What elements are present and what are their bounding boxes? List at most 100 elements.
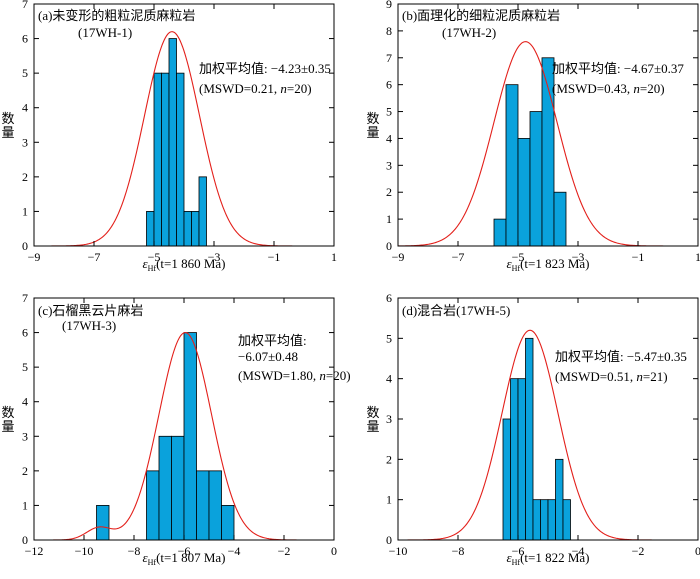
y-tick-label: 5: [386, 331, 392, 345]
panel-title: (a)未变形的粗粒泥质麻粒岩: [38, 8, 195, 23]
weighted-mean-annotation: (MSWD=0.51, n=21): [555, 369, 668, 384]
histogram-bar: [553, 191, 567, 247]
x-axis-label: εHf(t=1 823 Ma): [506, 256, 589, 273]
probability-density-curve: [34, 332, 297, 541]
sample-id: (17WH-2): [442, 25, 496, 40]
probability-density-curve: [398, 329, 668, 541]
histogram-bar: [171, 435, 185, 541]
histogram-bar: [505, 84, 519, 247]
y-tick-label: 6: [22, 326, 28, 340]
y-axis-label: 数量: [366, 405, 379, 434]
chart-panel-4: −10 −8 −6 −4 −2 0 0 1 2 3 4 5 6 数量 εHf(t=1 822 Ma) (d)混…: [366, 291, 700, 567]
histogram-bar: [221, 505, 235, 541]
x-tick-label: −4: [572, 544, 585, 558]
weighted-mean-annotation: 加权平均值: −5.47±0.35: [555, 349, 687, 364]
weighted-mean-annotation: (MSWD=0.21, n=20): [199, 81, 312, 96]
y-tick-label: 3: [386, 412, 392, 426]
y-tick-label: 0: [22, 239, 28, 253]
x-tick-label: 0: [695, 544, 700, 558]
y-axis-label: 数量: [1, 111, 14, 140]
x-tick-label: −9: [28, 250, 41, 264]
y-tick-label: 4: [22, 101, 28, 115]
weighted-mean-annotation: 加权平均值: −4.67±0.37: [552, 61, 684, 76]
x-tick-label: 0: [331, 544, 337, 558]
x-tick-label: −4: [228, 544, 241, 558]
weighted-mean-annotation: (MSWD=1.80, n=20): [238, 368, 351, 383]
x-axis-label: εHf(t=1 807 Ma): [142, 550, 225, 567]
plot-frame: [397, 3, 699, 247]
y-tick-label: 7: [22, 291, 28, 305]
histogram-bar: [96, 505, 110, 541]
histogram-bar: [517, 138, 531, 247]
y-tick-label: 6: [386, 78, 392, 92]
x-tick-label: −8: [128, 544, 141, 558]
x-tick-label: −2: [632, 544, 645, 558]
x-tick-label: −7: [88, 250, 101, 264]
histogram-bar: [146, 211, 155, 247]
x-tick-label: −1: [268, 250, 281, 264]
histogram-bar: [555, 458, 564, 541]
x-tick-label: 1: [695, 250, 700, 264]
histogram-bar: [208, 470, 222, 541]
y-tick-label: 4: [386, 372, 392, 386]
x-axis-label: εHf(t=1 860 Ma): [142, 256, 225, 273]
histogram-bar: [517, 378, 526, 541]
y-tick-label: 7: [386, 51, 392, 65]
histogram-bar: [153, 72, 162, 247]
y-tick-label: 5: [386, 105, 392, 119]
weighted-mean-annotation: 加权平均值:: [238, 333, 307, 348]
x-tick-label: −1: [632, 250, 645, 264]
histogram-bar: [540, 499, 549, 541]
x-tick-label: −10: [389, 544, 408, 558]
histogram-bar: [158, 435, 172, 541]
histogram-bar: [196, 470, 210, 541]
x-tick-label: −3: [208, 250, 221, 264]
x-tick-label: −6: [178, 544, 191, 558]
y-axis-label: 数量: [1, 405, 14, 434]
chart-panel-3: −12 −10 −8 −6 −4 −2 0 0 1 2 3 4 5 6 7 数量 εHf(t=1 807 Ma)…: [1, 291, 350, 567]
x-tick-label: −5: [512, 250, 525, 264]
x-tick-label: −9: [392, 250, 405, 264]
x-tick-label: −6: [512, 544, 525, 558]
y-tick-label: 4: [386, 131, 392, 145]
chart-panel-1: −9 −7 −5 −3 −1 1 0 1 2 3 4 5 6 7 数量 εHf(t=1 860 Ma) (a)未…: [1, 0, 337, 273]
histogram-bar: [198, 176, 207, 247]
y-tick-label: 3: [22, 429, 28, 443]
x-tick-label: −5: [148, 250, 161, 264]
y-tick-label: 1: [386, 493, 392, 507]
x-tick-label: −8: [452, 544, 465, 558]
histogram-bar: [168, 38, 177, 247]
x-tick-label: −12: [25, 544, 44, 558]
x-tick-label: −7: [452, 250, 465, 264]
weighted-mean-annotation: −6.07±0.48: [238, 349, 298, 364]
histogram-bar: [525, 337, 534, 541]
sample-id: (17WH-3): [62, 318, 116, 333]
y-tick-label: 1: [22, 204, 28, 218]
y-tick-label: 7: [22, 0, 28, 11]
panel-title: (c)石榴黑云片麻岩: [38, 303, 143, 318]
x-tick-label: −10: [75, 544, 94, 558]
y-tick-label: 3: [22, 135, 28, 149]
weighted-mean-annotation: (MSWD=0.43, n=20): [552, 81, 665, 96]
y-tick-label: 5: [22, 360, 28, 374]
panel-title: (d)混合岩(17WH-5): [402, 303, 510, 318]
y-axis-label: 数量: [366, 111, 379, 140]
histogram-bar: [191, 211, 200, 247]
y-tick-label: 5: [22, 66, 28, 80]
weighted-mean-annotation: 加权平均值: −4.23±0.35: [199, 61, 331, 76]
y-tick-label: 3: [386, 158, 392, 172]
chart-panel-2: −9 −7 −5 −3 −1 1 0 1 2 3 4 5 6 7 8 9 数量 εHf(t=1 823 Ma) (b…: [366, 0, 700, 273]
histogram-bar: [146, 470, 160, 541]
histogram-bar: [562, 499, 571, 541]
y-tick-label: 2: [386, 185, 392, 199]
x-tick-label: −2: [278, 544, 291, 558]
histogram-bar: [176, 72, 185, 247]
y-tick-label: 6: [386, 291, 392, 305]
x-tick-label: 1: [331, 250, 337, 264]
y-tick-label: 8: [386, 24, 392, 38]
probability-density-curve: [397, 41, 668, 247]
y-tick-label: 2: [22, 464, 28, 478]
y-tick-label: 1: [22, 498, 28, 512]
y-tick-label: 0: [386, 533, 392, 547]
histogram-bar: [529, 111, 543, 247]
